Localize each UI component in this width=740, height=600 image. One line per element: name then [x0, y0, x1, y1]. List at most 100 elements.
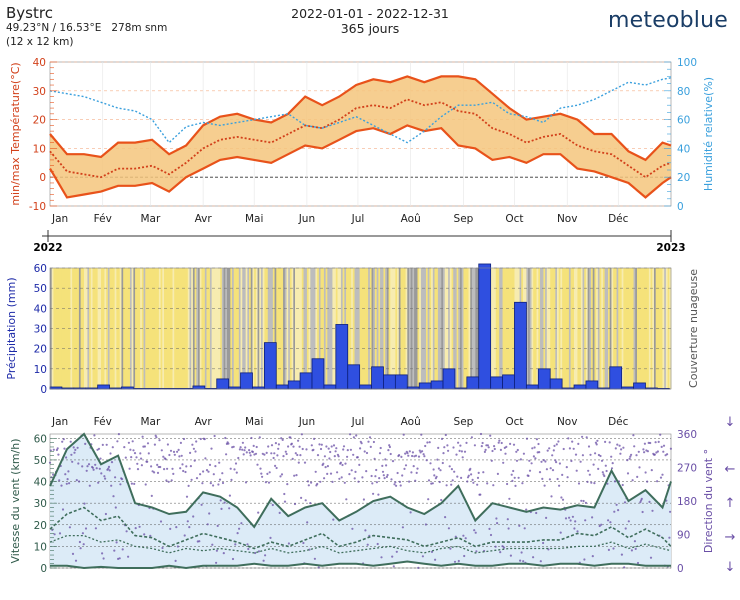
wind-direction-dot	[174, 559, 177, 563]
wind-direction-dot	[78, 540, 81, 544]
wind-direction-dot	[159, 465, 162, 469]
wind-direction-dot	[604, 440, 607, 443]
cloud-cover-stripe	[334, 268, 337, 389]
wind-direction-dot	[594, 441, 598, 444]
year-end-label: 2023	[656, 242, 685, 254]
wind-direction-dot	[649, 441, 652, 445]
wind-direction-dot	[153, 443, 156, 446]
cloud-cover-stripe	[330, 268, 333, 389]
humidity-axis-title: Humidité relative(%)	[702, 77, 715, 191]
wind-direction-dot	[434, 558, 437, 561]
precip-tick-label: 50	[34, 283, 47, 295]
wind-direction-dot	[322, 462, 325, 465]
wind-direction-dot	[607, 548, 611, 552]
cloud-cover-stripe	[563, 268, 566, 389]
wind-direction-dot	[240, 522, 243, 525]
cloud-cover-stripe	[112, 268, 116, 389]
wind-direction-dot	[94, 463, 97, 466]
wind-direction-dot	[385, 475, 388, 478]
wind-direction-dot	[263, 453, 266, 456]
humidity-tick-label: 0	[677, 201, 684, 213]
wind-direction-dot	[204, 457, 207, 460]
wind-direction-dot	[540, 460, 543, 463]
wind-direction-dot	[274, 442, 277, 445]
wind-direction-dot	[656, 480, 659, 483]
wind-direction-dot	[369, 445, 372, 448]
wind-direction-dot	[519, 458, 523, 461]
wind-direction-dot	[361, 476, 364, 479]
cloud-cover-stripe	[192, 268, 196, 389]
wind-direction-dot	[494, 545, 497, 548]
cloud-cover-stripe	[390, 268, 393, 389]
wind-direction-dot	[216, 524, 219, 528]
wind-direction-dot	[469, 467, 472, 470]
wind-direction-dot	[48, 461, 52, 464]
cloud-cover-stripe	[359, 268, 362, 389]
wind-direction-dot	[375, 468, 378, 472]
wind-direction-dot	[119, 483, 122, 486]
wind-direction-dot	[264, 554, 267, 557]
wind-direction-dot	[518, 524, 521, 527]
wind-direction-dot	[363, 450, 366, 453]
wind-direction-dot	[592, 463, 595, 466]
wind-direction-dot	[213, 434, 216, 438]
wind-direction-dot	[438, 480, 441, 484]
cloud-cover-stripe	[82, 268, 85, 389]
wind-direction-dot	[85, 469, 88, 472]
wind-direction-dot	[622, 446, 625, 449]
wind-direction-dot	[612, 547, 615, 550]
wind-direction-dot	[300, 496, 303, 499]
humidity-tick-label: 60	[677, 115, 690, 127]
cloud-cover-stripe	[264, 268, 267, 389]
precip-bar	[323, 384, 337, 390]
wind-direction-dot	[270, 452, 273, 455]
wind-direction-dot	[373, 457, 376, 460]
wind-direction-dot	[143, 533, 146, 536]
wind-direction-dot	[108, 469, 111, 472]
wind-direction-dot	[342, 448, 345, 451]
wind-direction-dot	[389, 452, 392, 456]
cloud-cover-stripe	[72, 268, 75, 389]
cloud-cover-stripe	[460, 268, 463, 389]
cloud-cover-stripe	[233, 268, 236, 389]
wind-direction-dot	[144, 483, 147, 486]
wind-direction-dot	[358, 463, 361, 466]
wind-direction-dot	[525, 508, 528, 511]
wind-direction-dot	[545, 468, 549, 471]
precip-bar	[537, 368, 551, 390]
wind-direction-dot	[521, 482, 524, 485]
wind-direction-dot	[234, 462, 238, 465]
wind-direction-dot	[509, 554, 512, 557]
wind-direction-dot	[401, 474, 404, 477]
wind-direction-dot	[372, 492, 375, 495]
cloud-cover-stripe	[466, 268, 469, 389]
wind-direction-dot	[135, 456, 138, 459]
cloud-cover-stripe	[286, 268, 289, 389]
cloud-cover-stripe	[664, 268, 667, 389]
wind-direction-dot	[570, 459, 573, 463]
wind-direction-dot	[292, 445, 295, 448]
wind-direction-dot	[324, 466, 327, 469]
cloud-cover-stripe	[587, 268, 590, 389]
cloud-cover-stripe	[118, 268, 121, 389]
wind-direction-dot	[473, 529, 476, 532]
wind-direction-dot	[329, 472, 333, 475]
cloud-cover-stripe	[665, 268, 668, 389]
wind-direction-dot	[483, 450, 486, 453]
wind-direction-dot	[481, 441, 484, 445]
cloud-cover-stripe	[630, 268, 633, 389]
wind-direction-dot	[172, 450, 176, 453]
cloud-cover-stripe	[431, 268, 434, 389]
precip-bar	[121, 386, 134, 390]
wind-direction-dot	[163, 468, 166, 471]
cloud-cover-stripe	[448, 268, 451, 389]
wind-direction-dot	[164, 458, 167, 461]
wind-direction-dot	[439, 469, 442, 472]
wind-direction-dot	[323, 477, 326, 480]
wind-direction-dot	[125, 530, 128, 533]
wind-direction-dot	[401, 526, 404, 529]
wind-direction-dot	[435, 475, 438, 478]
precip-bar	[228, 386, 241, 390]
wind-direction-dot	[428, 441, 431, 444]
wind-direction-dot	[346, 449, 349, 452]
